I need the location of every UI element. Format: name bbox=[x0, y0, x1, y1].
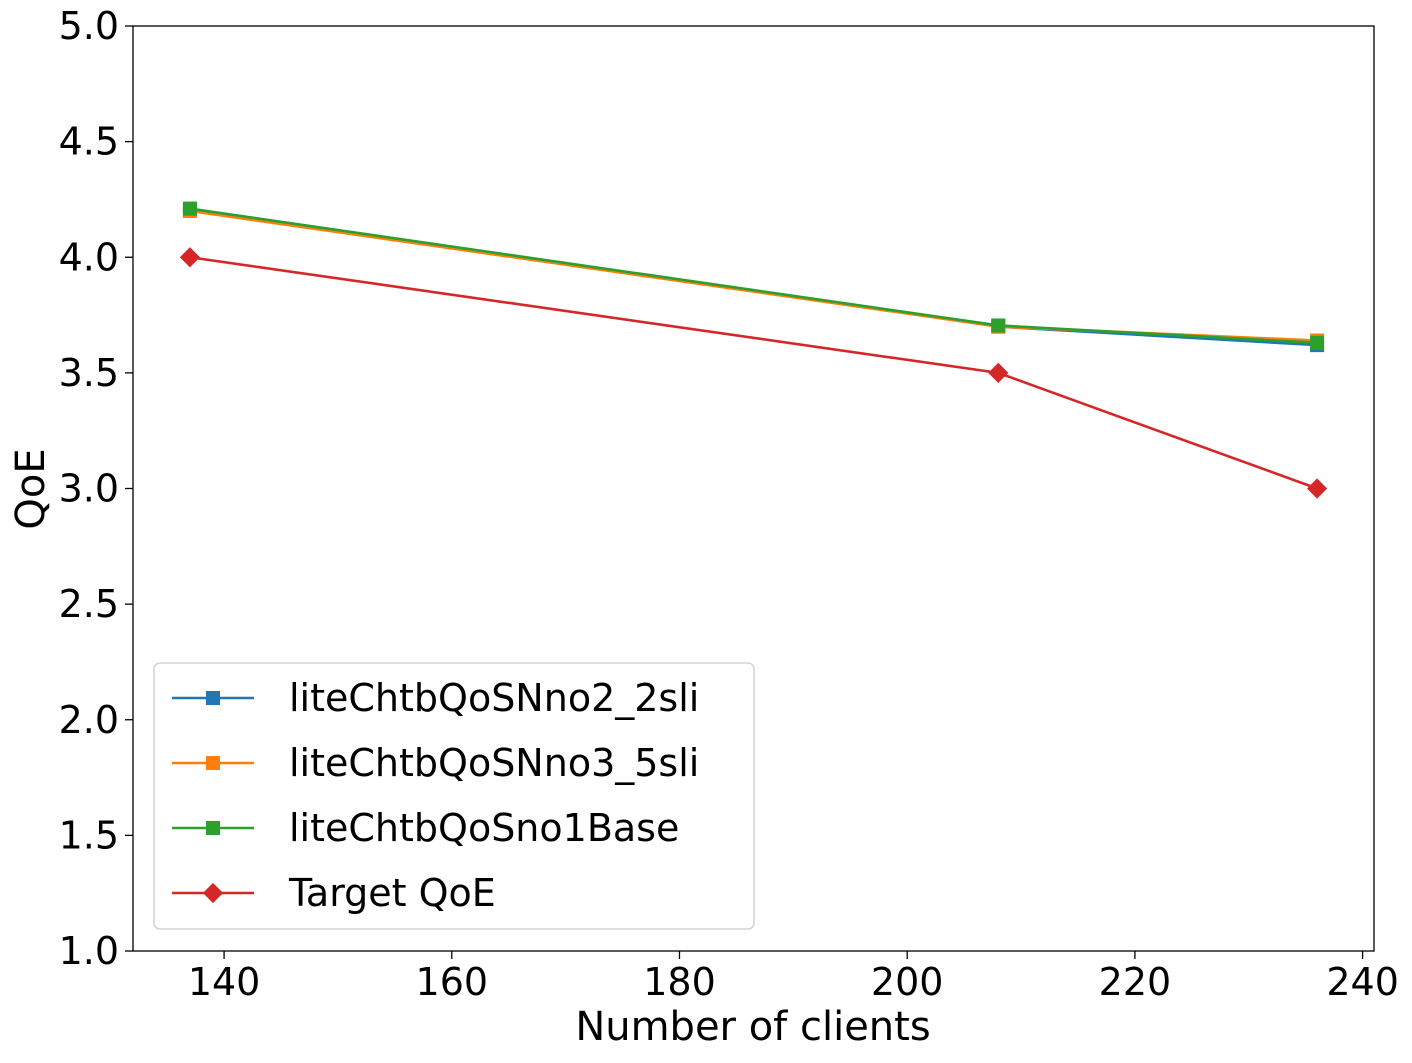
legend: liteChtbQoSNno2_2sli liteChtbQoSNno3_5sli… bbox=[153, 662, 755, 930]
x-tick-label: 160 bbox=[416, 960, 489, 1004]
legend-marker-target-qoe bbox=[202, 882, 224, 904]
legend-marker-litechtbqosnno3-5sli bbox=[206, 756, 220, 770]
x-tick-label: 140 bbox=[188, 960, 261, 1004]
legend-label-litechtbqosno1base: liteChtbQoSno1Base bbox=[289, 806, 679, 850]
legend-marker-litechtbqosno1base bbox=[206, 821, 220, 835]
y-tick-label: 1.0 bbox=[59, 929, 119, 973]
data-point-target-qoe bbox=[1307, 478, 1328, 499]
y-axis-label: QoE bbox=[8, 448, 54, 529]
data-point-litechtbqosno1base bbox=[991, 318, 1006, 333]
y-tick-label: 3.0 bbox=[59, 467, 119, 511]
data-point-litechtbqosno1base bbox=[182, 201, 197, 216]
y-tick-label: 2.5 bbox=[59, 582, 119, 626]
legend-marker-litechtbqosnno2-2sli bbox=[206, 691, 220, 705]
x-axis-ticks: 140 160 180 200 220 240 bbox=[188, 951, 1399, 1004]
x-axis-label: Number of clients bbox=[575, 1004, 930, 1050]
legend-label-litechtbqosnno3-5sli: liteChtbQoSNno3_5sli bbox=[289, 741, 699, 785]
data-point-litechtbqosno1base bbox=[1310, 335, 1325, 350]
legend-label-target-qoe: Target QoE bbox=[288, 871, 496, 915]
y-tick-label: 5.0 bbox=[59, 4, 119, 48]
y-tick-label: 3.5 bbox=[59, 351, 119, 395]
y-tick-label: 1.5 bbox=[59, 813, 119, 857]
x-tick-label: 180 bbox=[643, 960, 716, 1004]
data-point-target-qoe bbox=[179, 247, 200, 268]
y-axis-ticks: 1.0 1.5 2.0 2.5 3.0 3.5 4.0 4.5 5.0 bbox=[59, 4, 133, 973]
x-tick-label: 240 bbox=[1326, 960, 1399, 1004]
plot-series bbox=[179, 201, 1328, 499]
x-tick-label: 220 bbox=[1099, 960, 1172, 1004]
x-tick-label: 200 bbox=[871, 960, 944, 1004]
legend-label-litechtbqosnno2-2sli: liteChtbQoSNno2_2sli bbox=[289, 676, 699, 720]
y-tick-label: 4.5 bbox=[59, 120, 119, 164]
data-point-target-qoe bbox=[988, 362, 1009, 383]
legend-box bbox=[153, 662, 755, 930]
y-tick-label: 4.0 bbox=[59, 235, 119, 279]
y-tick-label: 2.0 bbox=[59, 698, 119, 742]
